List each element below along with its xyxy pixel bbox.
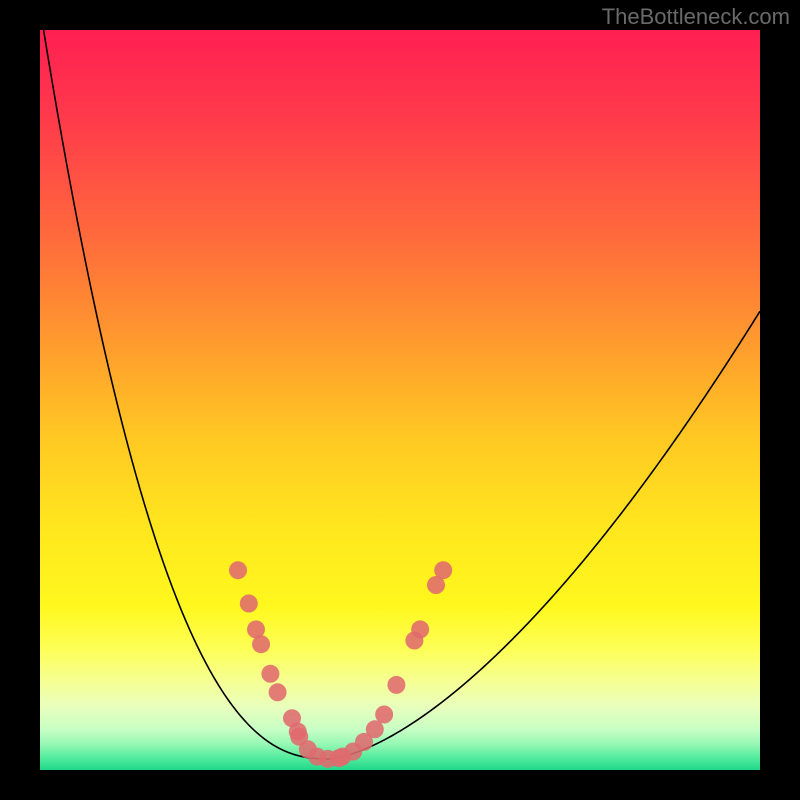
chart-svg	[0, 0, 800, 800]
chart-container: TheBottleneck.com	[0, 0, 800, 800]
data-marker	[229, 561, 247, 579]
data-marker	[366, 720, 384, 738]
data-marker	[434, 561, 452, 579]
data-marker	[252, 635, 270, 653]
plot-gradient	[40, 30, 760, 770]
data-marker	[387, 676, 405, 694]
data-marker	[240, 595, 258, 613]
data-marker	[261, 665, 279, 683]
data-marker	[375, 706, 393, 724]
data-marker	[411, 620, 429, 638]
data-marker	[269, 683, 287, 701]
